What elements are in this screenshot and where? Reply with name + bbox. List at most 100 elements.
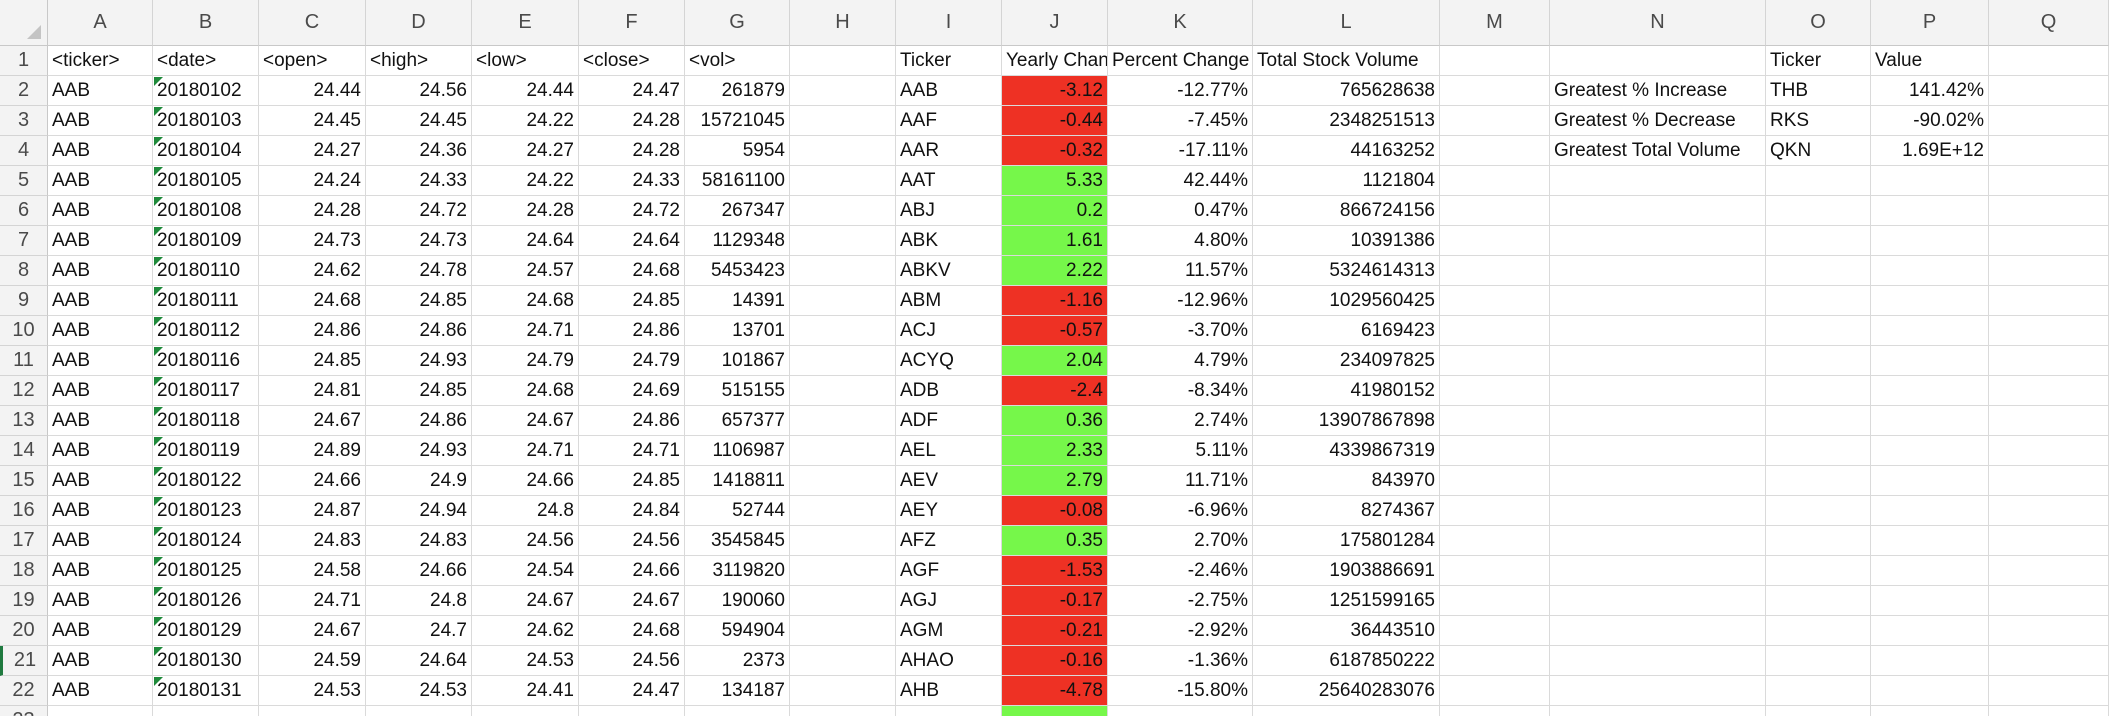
raw-value-cell[interactable]: 24.83 (259, 526, 366, 556)
raw-value-cell[interactable]: 3545845 (685, 526, 790, 556)
greatest-label-cell[interactable]: Greatest Total Volume (1550, 136, 1766, 166)
cell-empty[interactable] (896, 706, 1002, 716)
cell-empty[interactable] (1989, 466, 2109, 496)
row-header-20[interactable]: 20 (0, 616, 48, 646)
raw-value-cell[interactable]: 24.8 (366, 586, 472, 616)
summary-header-cell[interactable]: Percent Change (1108, 46, 1253, 76)
cell-empty[interactable] (1253, 706, 1440, 716)
ticker-cell[interactable]: AAB (48, 316, 153, 346)
cell-empty[interactable] (259, 706, 366, 716)
column-header-p[interactable]: P (1871, 0, 1989, 46)
raw-value-cell[interactable]: 24.67 (259, 616, 366, 646)
yearly-change-cell[interactable]: 0.2 (1002, 196, 1108, 226)
summary-ticker-cell[interactable]: ACJ (896, 316, 1002, 346)
cell-empty[interactable] (1550, 556, 1766, 586)
cell-empty[interactable] (48, 706, 153, 716)
ticker-cell[interactable]: AAB (48, 166, 153, 196)
raw-value-cell[interactable]: 24.73 (259, 226, 366, 256)
raw-header-cell[interactable]: <date> (153, 46, 259, 76)
summary-header-cell[interactable]: Yearly Change (1002, 46, 1108, 76)
cell-empty[interactable] (153, 706, 259, 716)
total-volume-cell[interactable]: 6169423 (1253, 316, 1440, 346)
cell-empty[interactable] (1108, 706, 1253, 716)
cell-empty[interactable] (1550, 616, 1766, 646)
raw-value-cell[interactable]: 24.47 (579, 676, 685, 706)
raw-value-cell[interactable]: 24.71 (472, 316, 579, 346)
raw-value-cell[interactable]: 5453423 (685, 256, 790, 286)
column-header-q[interactable]: Q (1989, 0, 2109, 46)
cell-empty[interactable] (1989, 76, 2109, 106)
yearly-change-cell[interactable]: 1.61 (1002, 226, 1108, 256)
cell-empty[interactable] (1871, 406, 1989, 436)
row-header-3[interactable]: 3 (0, 106, 48, 136)
raw-value-cell[interactable]: 24.85 (579, 286, 685, 316)
ticker-cell[interactable]: AAB (48, 376, 153, 406)
raw-value-cell[interactable]: 24.64 (579, 226, 685, 256)
date-cell[interactable]: 20180123 (153, 496, 259, 526)
yearly-change-cell[interactable]: -0.08 (1002, 496, 1108, 526)
raw-value-cell[interactable]: 24.81 (259, 376, 366, 406)
yearly-change-cell[interactable]: -0.32 (1002, 136, 1108, 166)
ticker-cell[interactable]: AAB (48, 346, 153, 376)
ticker-cell[interactable]: AAB (48, 676, 153, 706)
raw-value-cell[interactable]: 24.62 (472, 616, 579, 646)
raw-header-cell[interactable]: <ticker> (48, 46, 153, 76)
cell-empty[interactable] (1989, 376, 2109, 406)
raw-value-cell[interactable]: 24.67 (579, 586, 685, 616)
summary-header-cell[interactable]: Ticker (896, 46, 1002, 76)
yearly-change-cell[interactable]: -1.16 (1002, 286, 1108, 316)
cell-empty[interactable] (1550, 586, 1766, 616)
cell-empty[interactable] (1871, 256, 1989, 286)
ticker-cell[interactable]: AAB (48, 76, 153, 106)
cell-empty[interactable] (1550, 256, 1766, 286)
total-volume-cell[interactable]: 25640283076 (1253, 676, 1440, 706)
raw-value-cell[interactable]: 190060 (685, 586, 790, 616)
raw-value-cell[interactable]: 24.79 (472, 346, 579, 376)
cell-empty[interactable] (790, 316, 896, 346)
cell-empty[interactable] (790, 586, 896, 616)
cell-empty[interactable] (1440, 106, 1550, 136)
row-header-12[interactable]: 12 (0, 376, 48, 406)
column-header-h[interactable]: H (790, 0, 896, 46)
summary-ticker-cell[interactable]: AAB (896, 76, 1002, 106)
raw-value-cell[interactable]: 24.62 (259, 256, 366, 286)
raw-value-cell[interactable]: 24.45 (259, 106, 366, 136)
cell-empty[interactable] (1440, 466, 1550, 496)
cell-empty[interactable] (1440, 556, 1550, 586)
percent-change-cell[interactable]: 4.79% (1108, 346, 1253, 376)
yearly-change-cell[interactable]: 0.35 (1002, 526, 1108, 556)
date-cell[interactable]: 20180109 (153, 226, 259, 256)
cell-empty[interactable] (1440, 226, 1550, 256)
cell-empty[interactable] (1989, 256, 2109, 286)
cell-empty[interactable] (1989, 556, 2109, 586)
ticker-cell[interactable]: AAB (48, 616, 153, 646)
cell-empty[interactable] (1766, 376, 1871, 406)
raw-value-cell[interactable]: 24.44 (259, 76, 366, 106)
cell-empty[interactable] (1989, 346, 2109, 376)
cell-empty[interactable] (1550, 706, 1766, 716)
cell-empty[interactable] (1550, 226, 1766, 256)
ticker-cell[interactable]: AAB (48, 226, 153, 256)
raw-value-cell[interactable]: 24.68 (259, 286, 366, 316)
raw-value-cell[interactable]: 24.87 (259, 496, 366, 526)
ticker-cell[interactable]: AAB (48, 556, 153, 586)
cell-empty[interactable] (1440, 166, 1550, 196)
yearly-change-cell[interactable]: -0.16 (1002, 646, 1108, 676)
summary-ticker-cell[interactable]: ABM (896, 286, 1002, 316)
raw-value-cell[interactable]: 24.28 (579, 136, 685, 166)
total-volume-cell[interactable]: 44163252 (1253, 136, 1440, 166)
raw-header-cell[interactable]: <open> (259, 46, 366, 76)
total-volume-cell[interactable]: 6187850222 (1253, 646, 1440, 676)
column-header-m[interactable]: M (1440, 0, 1550, 46)
cell-empty[interactable] (366, 706, 472, 716)
raw-value-cell[interactable]: 24.85 (366, 286, 472, 316)
date-cell[interactable]: 20180116 (153, 346, 259, 376)
percent-change-cell[interactable]: 4.80% (1108, 226, 1253, 256)
ticker-cell[interactable]: AAB (48, 526, 153, 556)
cell-empty[interactable] (1871, 436, 1989, 466)
raw-value-cell[interactable]: 24.68 (472, 286, 579, 316)
raw-value-cell[interactable]: 24.66 (579, 556, 685, 586)
raw-value-cell[interactable]: 24.71 (579, 436, 685, 466)
column-header-a[interactable]: A (48, 0, 153, 46)
raw-value-cell[interactable]: 24.22 (472, 166, 579, 196)
